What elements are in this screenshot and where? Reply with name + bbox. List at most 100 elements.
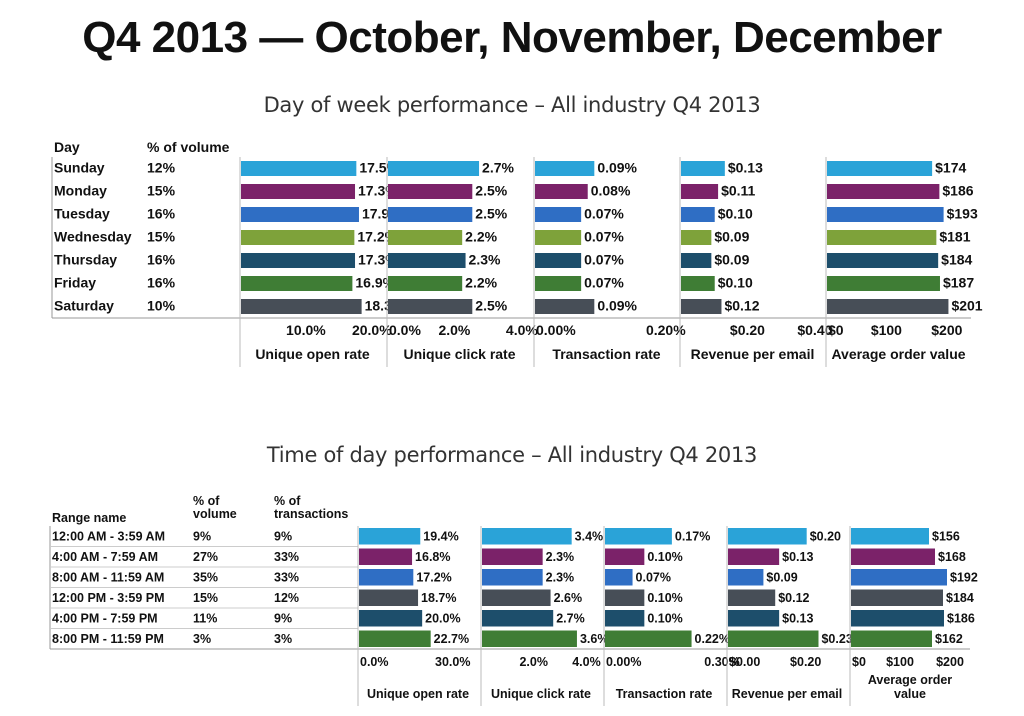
data-label: $0.09	[714, 252, 749, 268]
data-label: 17.2%	[357, 229, 397, 245]
bar	[605, 610, 645, 627]
tick-label: $200	[931, 322, 962, 338]
data-label: $184	[941, 252, 972, 268]
row-volume-value: 3%	[193, 632, 211, 646]
axis-label: Unique click rate	[491, 687, 591, 701]
bar	[388, 184, 473, 199]
row-label: 8:00 PM - 11:59 PM	[52, 632, 164, 646]
bar	[605, 589, 645, 606]
bar	[241, 207, 359, 222]
bar	[535, 299, 595, 314]
row-transactions-value: 9%	[274, 529, 292, 543]
bar	[827, 253, 939, 268]
bar	[681, 184, 719, 199]
row-volume-value: 12%	[147, 160, 176, 176]
data-label: 16.8%	[415, 550, 450, 564]
tick-label: $0	[828, 322, 844, 338]
row-label: Tuesday	[54, 206, 110, 222]
tick-label: 10.0%	[286, 322, 326, 338]
row-volume-value: 16%	[147, 252, 176, 268]
bar	[359, 569, 414, 586]
data-label: $181	[939, 229, 970, 245]
data-label: 3.4%	[575, 529, 604, 543]
data-label: 2.7%	[556, 611, 585, 625]
tick-label: $0.20	[730, 322, 765, 338]
bar	[728, 630, 819, 647]
tick-label: 4.0%	[572, 655, 601, 669]
row-transactions-value: 12%	[274, 591, 299, 605]
bar	[388, 276, 463, 291]
bar	[681, 299, 722, 314]
data-label: $186	[942, 183, 973, 199]
bar	[681, 253, 712, 268]
bar	[851, 548, 935, 565]
bar	[605, 569, 633, 586]
tick-label: 2.0%	[438, 322, 470, 338]
axis-label: Unique open rate	[255, 346, 370, 362]
bar	[482, 589, 551, 606]
data-label: $186	[947, 611, 975, 625]
data-label: 2.7%	[482, 160, 514, 176]
data-label: 2.3%	[469, 252, 501, 268]
row-volume-value: 15%	[147, 229, 176, 245]
data-label: 22.7%	[434, 632, 469, 646]
row-label: 4:00 PM - 7:59 PM	[52, 611, 158, 625]
bar	[827, 207, 944, 222]
axis-label: Average order value	[868, 673, 952, 701]
bar	[681, 161, 725, 176]
bar	[728, 528, 807, 545]
bar	[482, 569, 543, 586]
data-label: 18.7%	[421, 591, 456, 605]
axis-label: Transaction rate	[616, 687, 713, 701]
bar	[681, 207, 715, 222]
row-volume-value: 27%	[193, 550, 218, 564]
axis-label: Unique open rate	[367, 687, 469, 701]
tick-label: 4.0%	[506, 322, 538, 338]
tick-label: 0.20%	[646, 322, 686, 338]
data-label: 0.09%	[597, 160, 637, 176]
bar	[605, 548, 645, 565]
bar	[728, 569, 764, 586]
data-label: 0.10%	[647, 550, 682, 564]
bar	[482, 610, 554, 627]
tick-label: $100	[871, 322, 902, 338]
data-label: $0.09	[766, 570, 797, 584]
volume-column-header: % of	[193, 494, 220, 508]
data-label: $0.12	[724, 298, 759, 314]
bar	[359, 610, 423, 627]
bar	[827, 299, 949, 314]
data-label: 0.07%	[584, 252, 624, 268]
data-label: 0.07%	[636, 570, 671, 584]
data-label: $0.10	[718, 275, 753, 291]
bar	[388, 299, 473, 314]
row-volume-value: 9%	[193, 529, 211, 543]
row-volume-value: 16%	[147, 275, 176, 291]
tick-label: $0.40	[797, 322, 832, 338]
transactions-column-header: % of	[274, 494, 301, 508]
data-label: 2.2%	[465, 275, 497, 291]
bar	[827, 276, 940, 291]
data-label: $193	[947, 206, 978, 222]
bar	[359, 589, 419, 606]
bar	[241, 184, 356, 199]
tick-label: $100	[886, 655, 914, 669]
transactions-column-header: transactions	[274, 507, 348, 521]
axis-label: Transaction rate	[552, 346, 660, 362]
axis-label: Average order value	[831, 346, 965, 362]
data-label: $184	[946, 591, 974, 605]
data-label: 0.08%	[591, 183, 631, 199]
bar	[827, 184, 940, 199]
data-label: $0.20	[810, 529, 841, 543]
bar	[681, 230, 712, 245]
day-column-header: Day	[54, 139, 80, 155]
bar	[359, 528, 421, 545]
bar	[388, 207, 473, 222]
data-label: 2.5%	[475, 183, 507, 199]
data-label: $0.23	[821, 632, 852, 646]
row-volume-value: 15%	[193, 591, 218, 605]
data-label: 0.07%	[584, 229, 624, 245]
bar	[605, 630, 692, 647]
volume-column-header: volume	[193, 507, 237, 521]
time-of-day-chart-title: Time of day performance – All industry Q…	[266, 443, 758, 467]
